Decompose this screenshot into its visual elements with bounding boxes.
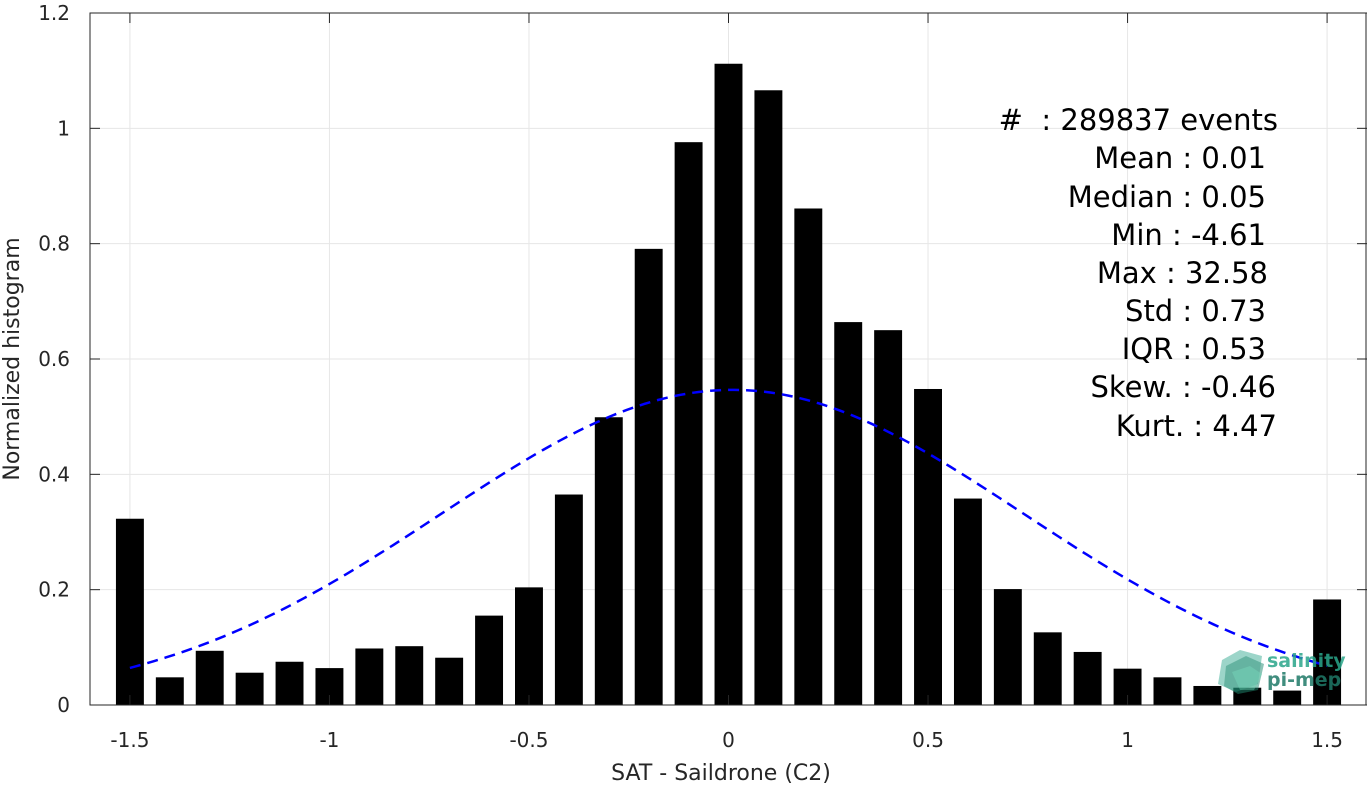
y-tick-label: 0.2: [38, 578, 70, 602]
histogram-bar: [395, 646, 424, 705]
x-tick-label: 1: [1121, 728, 1134, 752]
y-tick-label: 1: [57, 116, 70, 140]
x-tick-label: -0.5: [509, 728, 548, 752]
gaussian-fit-line: [129, 388, 1328, 670]
statistics-box: # : 289837 events Mean : 0.01 Median : 0…: [999, 103, 1278, 443]
histogram-bar: [754, 90, 783, 706]
histogram-bar: [475, 615, 504, 705]
y-tick-label: 0.4: [38, 462, 70, 486]
histogram-bar: [1033, 632, 1062, 705]
x-tick-label: -1: [319, 728, 339, 752]
stat-min: Min : -4.61: [1111, 218, 1266, 252]
y-tick-label: 1.2: [38, 1, 70, 25]
histogram-bar: [634, 248, 663, 705]
histogram-bar: [1153, 677, 1182, 705]
histogram-bar: [235, 672, 264, 705]
histogram-bar: [1273, 690, 1302, 705]
y-tick-label: 0.6: [38, 347, 70, 371]
histogram-bar: [714, 63, 743, 706]
histogram-bar: [195, 650, 224, 705]
y-axis-title: Normalized histogram: [0, 237, 25, 480]
histogram-bar: [155, 677, 184, 705]
y-tick-label: 0.8: [38, 232, 70, 256]
stat-kurt: Kurt. : 4.47: [1116, 409, 1277, 443]
histogram-bar: [874, 330, 903, 705]
histogram-bars: [115, 63, 1342, 706]
histogram-bar: [993, 589, 1022, 705]
x-tick-label: 0.5: [912, 728, 944, 752]
stat-mean: Mean : 0.01: [1094, 141, 1266, 175]
x-tick-label: -1.5: [110, 728, 149, 752]
stat-median: Median : 0.05: [1068, 180, 1266, 214]
histogram-bar: [1313, 599, 1342, 705]
axes: [89, 12, 1367, 706]
y-tick-labels: 0 0.2 0.4 0.6 0.8 1 1.2: [38, 1, 70, 717]
histogram-bar: [435, 657, 464, 705]
x-axis-title: SAT - Saildrone (C2): [611, 761, 831, 785]
x-tick-label: 0: [722, 728, 735, 752]
logo-line2: pi-mep: [1267, 669, 1341, 691]
gaussian-fit: [129, 388, 1328, 670]
salinity-pimep-logo: salinity pi-mep: [1218, 650, 1346, 694]
x-tick-label: 1.5: [1311, 728, 1343, 752]
plot-frame: [89, 12, 1367, 706]
histogram-bar: [1193, 685, 1222, 705]
histogram-bar: [794, 208, 823, 706]
histogram-bar: [355, 648, 384, 705]
histogram-bar: [834, 322, 863, 705]
x-tick-labels: -1.5 -1 -0.5 0 0.5 1 1.5: [110, 728, 1343, 752]
histogram-bar: [1073, 651, 1102, 705]
stat-max: Max : 32.58: [1097, 256, 1268, 290]
stat-events: # : 289837 events: [999, 103, 1278, 137]
histogram-bar: [594, 417, 623, 705]
y-tick-label: 0: [57, 693, 70, 717]
histogram-bar: [275, 661, 304, 705]
histogram-bar: [115, 518, 144, 705]
histogram-bar: [674, 142, 703, 705]
stat-std: Std : 0.73: [1125, 294, 1266, 328]
histogram-bar: [515, 587, 543, 705]
histogram-bar: [914, 388, 942, 705]
histogram-bar: [953, 498, 982, 705]
stat-iqr: IQR : 0.53: [1122, 332, 1266, 366]
stat-skew: Skew. : -0.46: [1090, 370, 1276, 404]
histogram-bar: [554, 494, 583, 705]
wave-icon: [1218, 650, 1264, 694]
logo-line1: salinity: [1267, 650, 1346, 672]
